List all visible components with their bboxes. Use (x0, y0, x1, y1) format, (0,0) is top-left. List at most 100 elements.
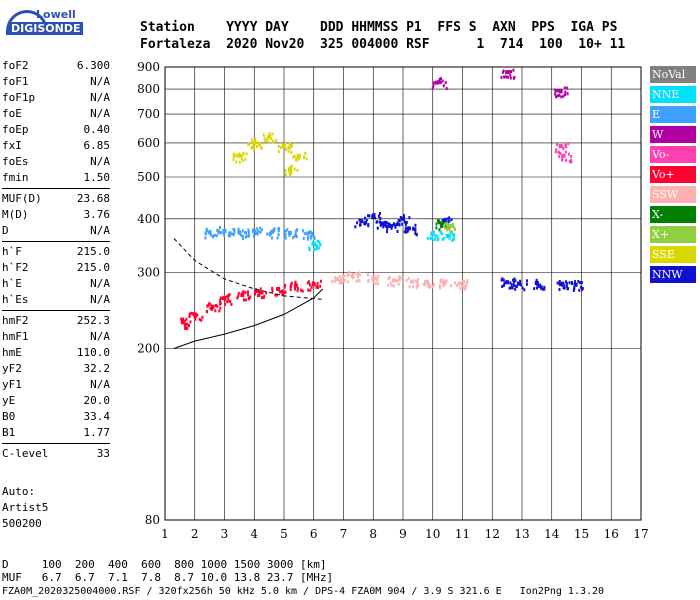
data-point (222, 295, 227, 300)
header-values: Fortaleza 2020 Nov20 325 004000 RSF 1 71… (140, 37, 626, 52)
data-point (517, 281, 520, 285)
data-point (239, 232, 242, 236)
data-point (450, 230, 453, 234)
data-point (406, 226, 411, 231)
data-point (333, 279, 336, 283)
data-point (217, 229, 220, 233)
data-point (440, 225, 443, 229)
param-name: yF1 (2, 378, 22, 391)
data-point (510, 286, 513, 290)
data-point (367, 223, 370, 227)
param-row: fmin 1.50 (2, 170, 110, 186)
data-point (245, 234, 248, 238)
data-point (251, 138, 254, 142)
data-point (292, 155, 295, 159)
data-point (373, 276, 376, 280)
data-point (431, 230, 434, 234)
data-point (290, 281, 293, 285)
data-point (289, 173, 292, 177)
param-value: 0.40 (83, 123, 111, 136)
data-point (394, 223, 397, 227)
data-point (445, 228, 448, 232)
data-point (205, 309, 208, 313)
data-point (288, 142, 291, 146)
data-point (282, 144, 286, 149)
data-point (281, 291, 284, 295)
data-point (570, 155, 573, 159)
data-point (439, 221, 444, 226)
data-point (435, 226, 438, 230)
data-point (242, 298, 245, 302)
param-row: foE N/A (2, 106, 110, 122)
data-point (221, 297, 224, 301)
data-point (554, 92, 557, 96)
param-name: h`F (2, 245, 22, 258)
data-point (573, 287, 576, 291)
data-point (241, 229, 244, 233)
data-point (563, 283, 566, 287)
data-point (270, 229, 275, 234)
data-point (277, 144, 280, 148)
data-point (558, 93, 561, 97)
data-point (216, 228, 219, 232)
data-point (397, 218, 400, 222)
data-point (416, 283, 419, 287)
data-point (189, 320, 192, 324)
data-point (256, 232, 259, 236)
data-point (357, 272, 360, 276)
param-divider (2, 443, 110, 444)
data-point (466, 278, 469, 282)
param-row: D N/A (2, 223, 110, 239)
param-value: 23.68 (76, 192, 110, 205)
data-point (405, 220, 408, 224)
data-point (308, 246, 311, 250)
y-tick-label: 300 (137, 266, 160, 280)
data-point (188, 313, 191, 317)
legend: NoVal NNE E W Vo- Vo+ SSW X- X+ SSE NNW (650, 66, 696, 286)
data-point (294, 231, 297, 235)
data-point (296, 286, 299, 290)
data-point (266, 232, 269, 236)
data-point (519, 283, 522, 287)
data-point (250, 146, 253, 150)
data-point (558, 282, 563, 287)
data-point (295, 156, 298, 160)
data-point (290, 143, 293, 147)
data-point (196, 313, 199, 317)
data-point (283, 141, 286, 145)
data-point (247, 234, 250, 238)
data-point (387, 283, 390, 287)
data-point (562, 286, 565, 290)
data-point (561, 157, 564, 161)
data-point (453, 233, 456, 237)
data-point (359, 223, 362, 227)
param-row: h`F 215.0 (2, 244, 110, 260)
data-point (305, 157, 308, 161)
x-tick-label: 1 (161, 527, 169, 541)
data-point (559, 281, 562, 285)
data-point (310, 233, 313, 237)
data-point (268, 132, 271, 136)
data-point (509, 281, 512, 285)
data-point (222, 231, 225, 235)
param-name: yF2 (2, 362, 22, 375)
data-point (275, 138, 278, 142)
data-point (295, 158, 298, 162)
data-point (379, 217, 382, 221)
param-row: hmF1 N/A (2, 329, 110, 345)
data-point (438, 77, 441, 81)
data-point (254, 138, 257, 142)
data-point (256, 227, 259, 231)
data-point (573, 282, 578, 287)
data-point (281, 289, 284, 293)
data-point (447, 227, 450, 231)
data-point (439, 77, 442, 81)
param-value: 1.77 (83, 426, 111, 439)
data-point (466, 281, 469, 285)
data-point (441, 79, 444, 83)
data-point (185, 317, 188, 321)
data-point (567, 142, 570, 146)
param-value: N/A (90, 378, 110, 391)
data-point (403, 220, 406, 224)
data-point (289, 288, 292, 292)
